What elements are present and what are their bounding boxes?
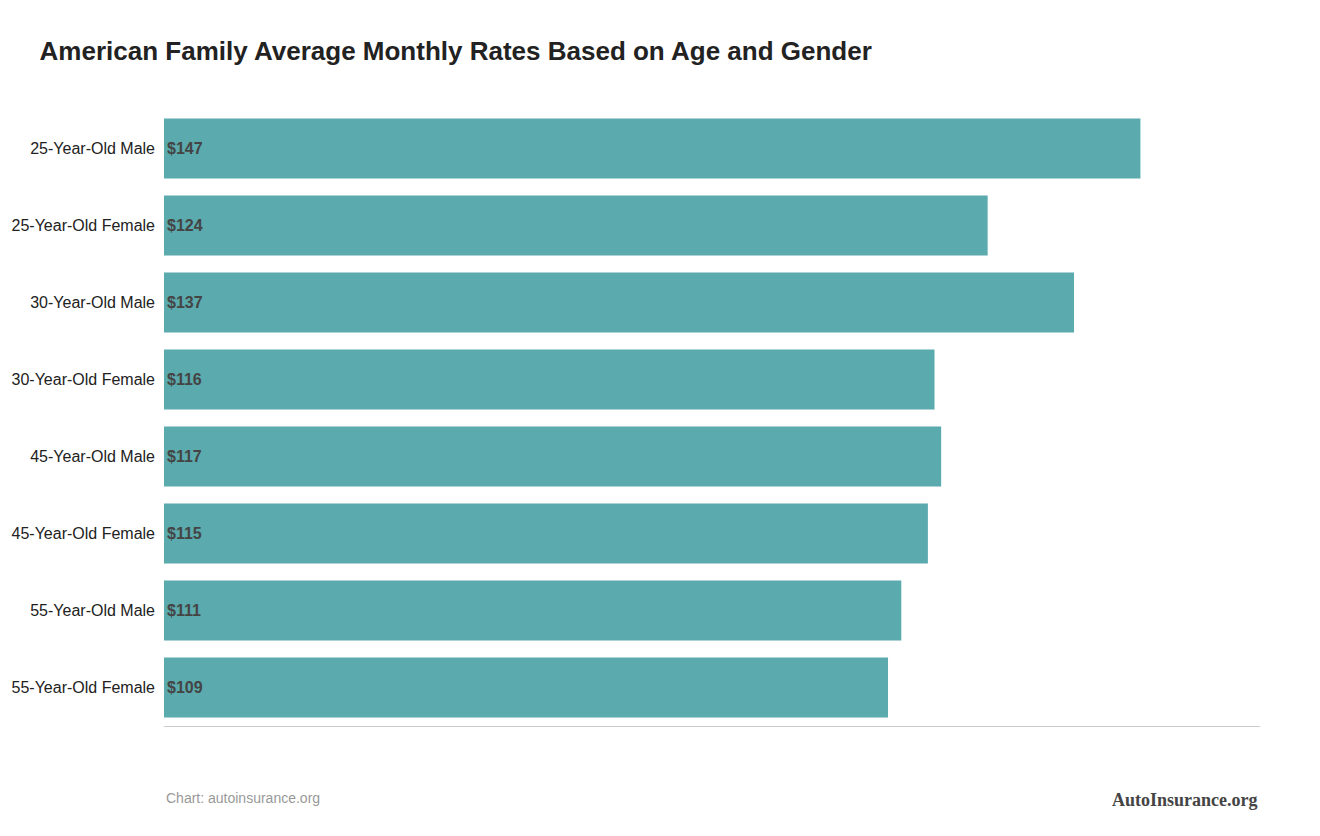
svg-text:45-Year-Old Female: 45-Year-Old Female xyxy=(12,525,156,542)
svg-text:25-Year-Old Female: 25-Year-Old Female xyxy=(12,217,156,234)
svg-text:$109: $109 xyxy=(167,679,203,696)
svg-text:American Family Average Monthl: American Family Average Monthly Rates Ba… xyxy=(40,36,872,66)
svg-text:30-Year-Old Male: 30-Year-Old Male xyxy=(30,294,155,311)
svg-text:$111: $111 xyxy=(167,602,201,619)
svg-text:$115: $115 xyxy=(167,525,202,542)
svg-text:Chart: autoinsurance.org: Chart: autoinsurance.org xyxy=(166,790,320,806)
svg-text:$116: $116 xyxy=(167,371,202,388)
svg-text:$147: $147 xyxy=(167,140,203,157)
svg-text:55-Year-Old Male: 55-Year-Old Male xyxy=(30,602,155,619)
svg-text:55-Year-Old Female: 55-Year-Old Female xyxy=(12,679,156,696)
svg-text:45-Year-Old Male: 45-Year-Old Male xyxy=(30,448,155,465)
svg-text:AutoInsurance.org: AutoInsurance.org xyxy=(1112,790,1258,810)
svg-text:$137: $137 xyxy=(167,294,203,311)
svg-text:30-Year-Old Female: 30-Year-Old Female xyxy=(12,371,156,388)
svg-text:$124: $124 xyxy=(167,217,203,234)
svg-text:25-Year-Old Male: 25-Year-Old Male xyxy=(30,140,155,157)
svg-text:$117: $117 xyxy=(167,448,202,465)
